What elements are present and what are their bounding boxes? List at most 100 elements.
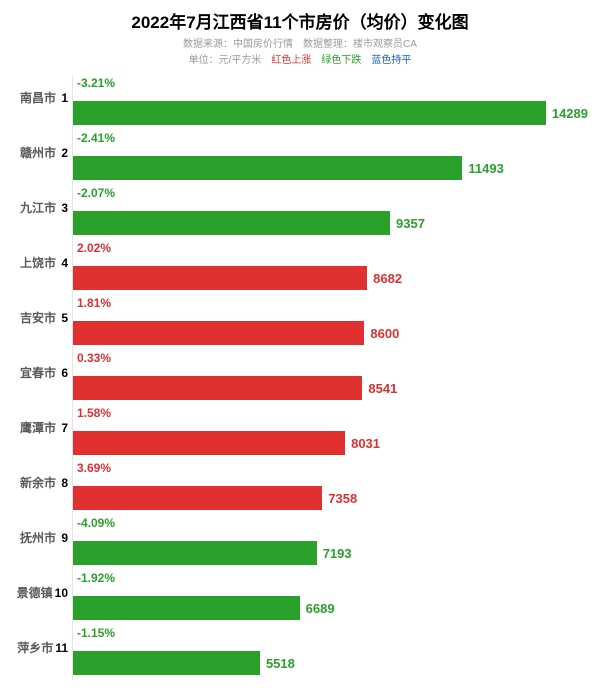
chart-container: 2022年7月江西省11个市房价（均价）变化图 数据来源：中国房价行情 数据整理… (0, 0, 600, 693)
value-label: 8031 (351, 436, 380, 451)
rank-number: 2 (61, 146, 68, 160)
bar-wrap: 7358 (73, 486, 588, 510)
bar-area: -2.07% 9357 (72, 186, 588, 241)
bar-area: 0.33% 8541 (72, 351, 588, 406)
legend-up: 红色上涨 (271, 55, 311, 66)
bar (73, 211, 390, 235)
bar (73, 321, 364, 345)
category-label: 景德镇10 (12, 571, 72, 626)
rank-number: 10 (55, 586, 68, 600)
category-label: 南昌市 1 (12, 76, 72, 131)
bar-area: 3.69% 7358 (72, 461, 588, 516)
rank-number: 8 (61, 476, 68, 490)
rank-number: 9 (61, 531, 68, 545)
value-label: 14289 (552, 106, 588, 121)
legend-unit: 单位：元/平方米 (189, 55, 262, 66)
pct-change-label: -2.07% (77, 186, 115, 200)
pct-change-label: -3.21% (77, 76, 115, 90)
pct-change-label: 1.58% (77, 406, 111, 420)
chart-row: 九江市 3 -2.07% 9357 (12, 186, 588, 241)
city-name: 鹰潭市 (20, 419, 56, 436)
category-label: 吉安市 5 (12, 296, 72, 351)
category-label: 萍乡市11 (12, 626, 72, 681)
city-name: 宜春市 (20, 364, 56, 381)
category-label: 抚州市 9 (12, 516, 72, 571)
chart-row: 新余市 8 3.69% 7358 (12, 461, 588, 516)
rank-number: 11 (55, 641, 68, 655)
city-name: 萍乡市 (17, 639, 53, 656)
category-label: 上饶市 4 (12, 241, 72, 296)
chart-row: 萍乡市11-1.15%5518 (12, 626, 588, 681)
bar-area: -2.41% 11493 (72, 131, 588, 186)
chart-row: 鹰潭市 7 1.58% 8031 (12, 406, 588, 461)
rank-number: 5 (61, 311, 68, 325)
chart-row: 宜春市 6 0.33% 8541 (12, 351, 588, 406)
value-label: 8541 (368, 381, 397, 396)
rank-number: 6 (61, 366, 68, 380)
pct-change-label: 1.81% (77, 296, 111, 310)
bar (73, 541, 317, 565)
value-label: 5518 (266, 656, 295, 671)
legend-down: 绿色下跌 (321, 55, 361, 66)
chart-row: 赣州市 2 -2.41% 11493 (12, 131, 588, 186)
rank-number: 7 (61, 421, 68, 435)
bar (73, 596, 300, 620)
rank-number: 3 (61, 201, 68, 215)
rank-number: 4 (61, 256, 68, 270)
bar-area: -1.15%5518 (72, 626, 588, 681)
chart-row: 景德镇10-1.92%6689 (12, 571, 588, 626)
bar-wrap: 14289 (73, 101, 588, 125)
bar-wrap: 7193 (73, 541, 588, 565)
value-label: 11493 (468, 161, 503, 176)
pct-change-label: 0.33% (77, 351, 111, 365)
chart-legend: 单位：元/平方米 红色上涨 绿色下跌 蓝色持平 (12, 51, 588, 66)
bar-wrap: 8031 (73, 431, 588, 455)
chart-row: 南昌市 1 -3.21% 14289 (12, 76, 588, 131)
pct-change-label: -2.41% (77, 131, 115, 145)
chart-title: 2022年7月江西省11个市房价（均价）变化图 (12, 8, 588, 33)
value-label: 6689 (306, 601, 335, 616)
category-label: 九江市 3 (12, 186, 72, 241)
bar-area: 1.81% 8600 (72, 296, 588, 351)
category-label: 宜春市 6 (12, 351, 72, 406)
legend-flat: 蓝色持平 (371, 55, 411, 66)
bar-area: 2.02%8682 (72, 241, 588, 296)
category-label: 新余市 8 (12, 461, 72, 516)
chart-row: 上饶市 42.02%8682 (12, 241, 588, 296)
pct-change-label: 3.69% (77, 461, 111, 475)
chart-plot: 南昌市 1-3.21%14289赣州市 2-2.41%11493九江市 3-2.… (12, 76, 588, 681)
city-name: 上饶市 (20, 254, 56, 271)
bar-area: 1.58% 8031 (72, 406, 588, 461)
city-name: 南昌市 (20, 89, 56, 106)
bar-wrap: 5518 (73, 651, 588, 675)
bar (73, 156, 462, 180)
pct-change-label: -4.09% (77, 516, 115, 530)
city-name: 九江市 (20, 199, 56, 216)
city-name: 景德镇 (17, 584, 53, 601)
city-name: 吉安市 (20, 309, 56, 326)
bar-wrap: 6689 (73, 596, 588, 620)
value-label: 8682 (373, 271, 402, 286)
bar (73, 101, 546, 125)
bar (73, 486, 322, 510)
bar (73, 376, 362, 400)
bar (73, 266, 367, 290)
value-label: 8600 (370, 326, 399, 341)
category-label: 赣州市 2 (12, 131, 72, 186)
bar (73, 431, 345, 455)
value-label: 7358 (328, 491, 357, 506)
rank-number: 1 (61, 91, 68, 105)
bar-wrap: 11493 (73, 156, 588, 180)
bar-wrap: 8541 (73, 376, 588, 400)
chart-row: 吉安市 5 1.81% 8600 (12, 296, 588, 351)
city-name: 赣州市 (20, 144, 56, 161)
bar-wrap: 9357 (73, 211, 588, 235)
bar (73, 651, 260, 675)
chart-subtitle: 数据来源：中国房价行情 数据整理：楼市观察员CA (12, 35, 588, 50)
chart-row: 抚州市 9 -4.09% 7193 (12, 516, 588, 571)
bar-area: -3.21% 14289 (72, 76, 588, 131)
bar-area: -4.09% 7193 (72, 516, 588, 571)
bar-wrap: 8682 (73, 266, 588, 290)
city-name: 新余市 (20, 474, 56, 491)
value-label: 7193 (323, 546, 352, 561)
